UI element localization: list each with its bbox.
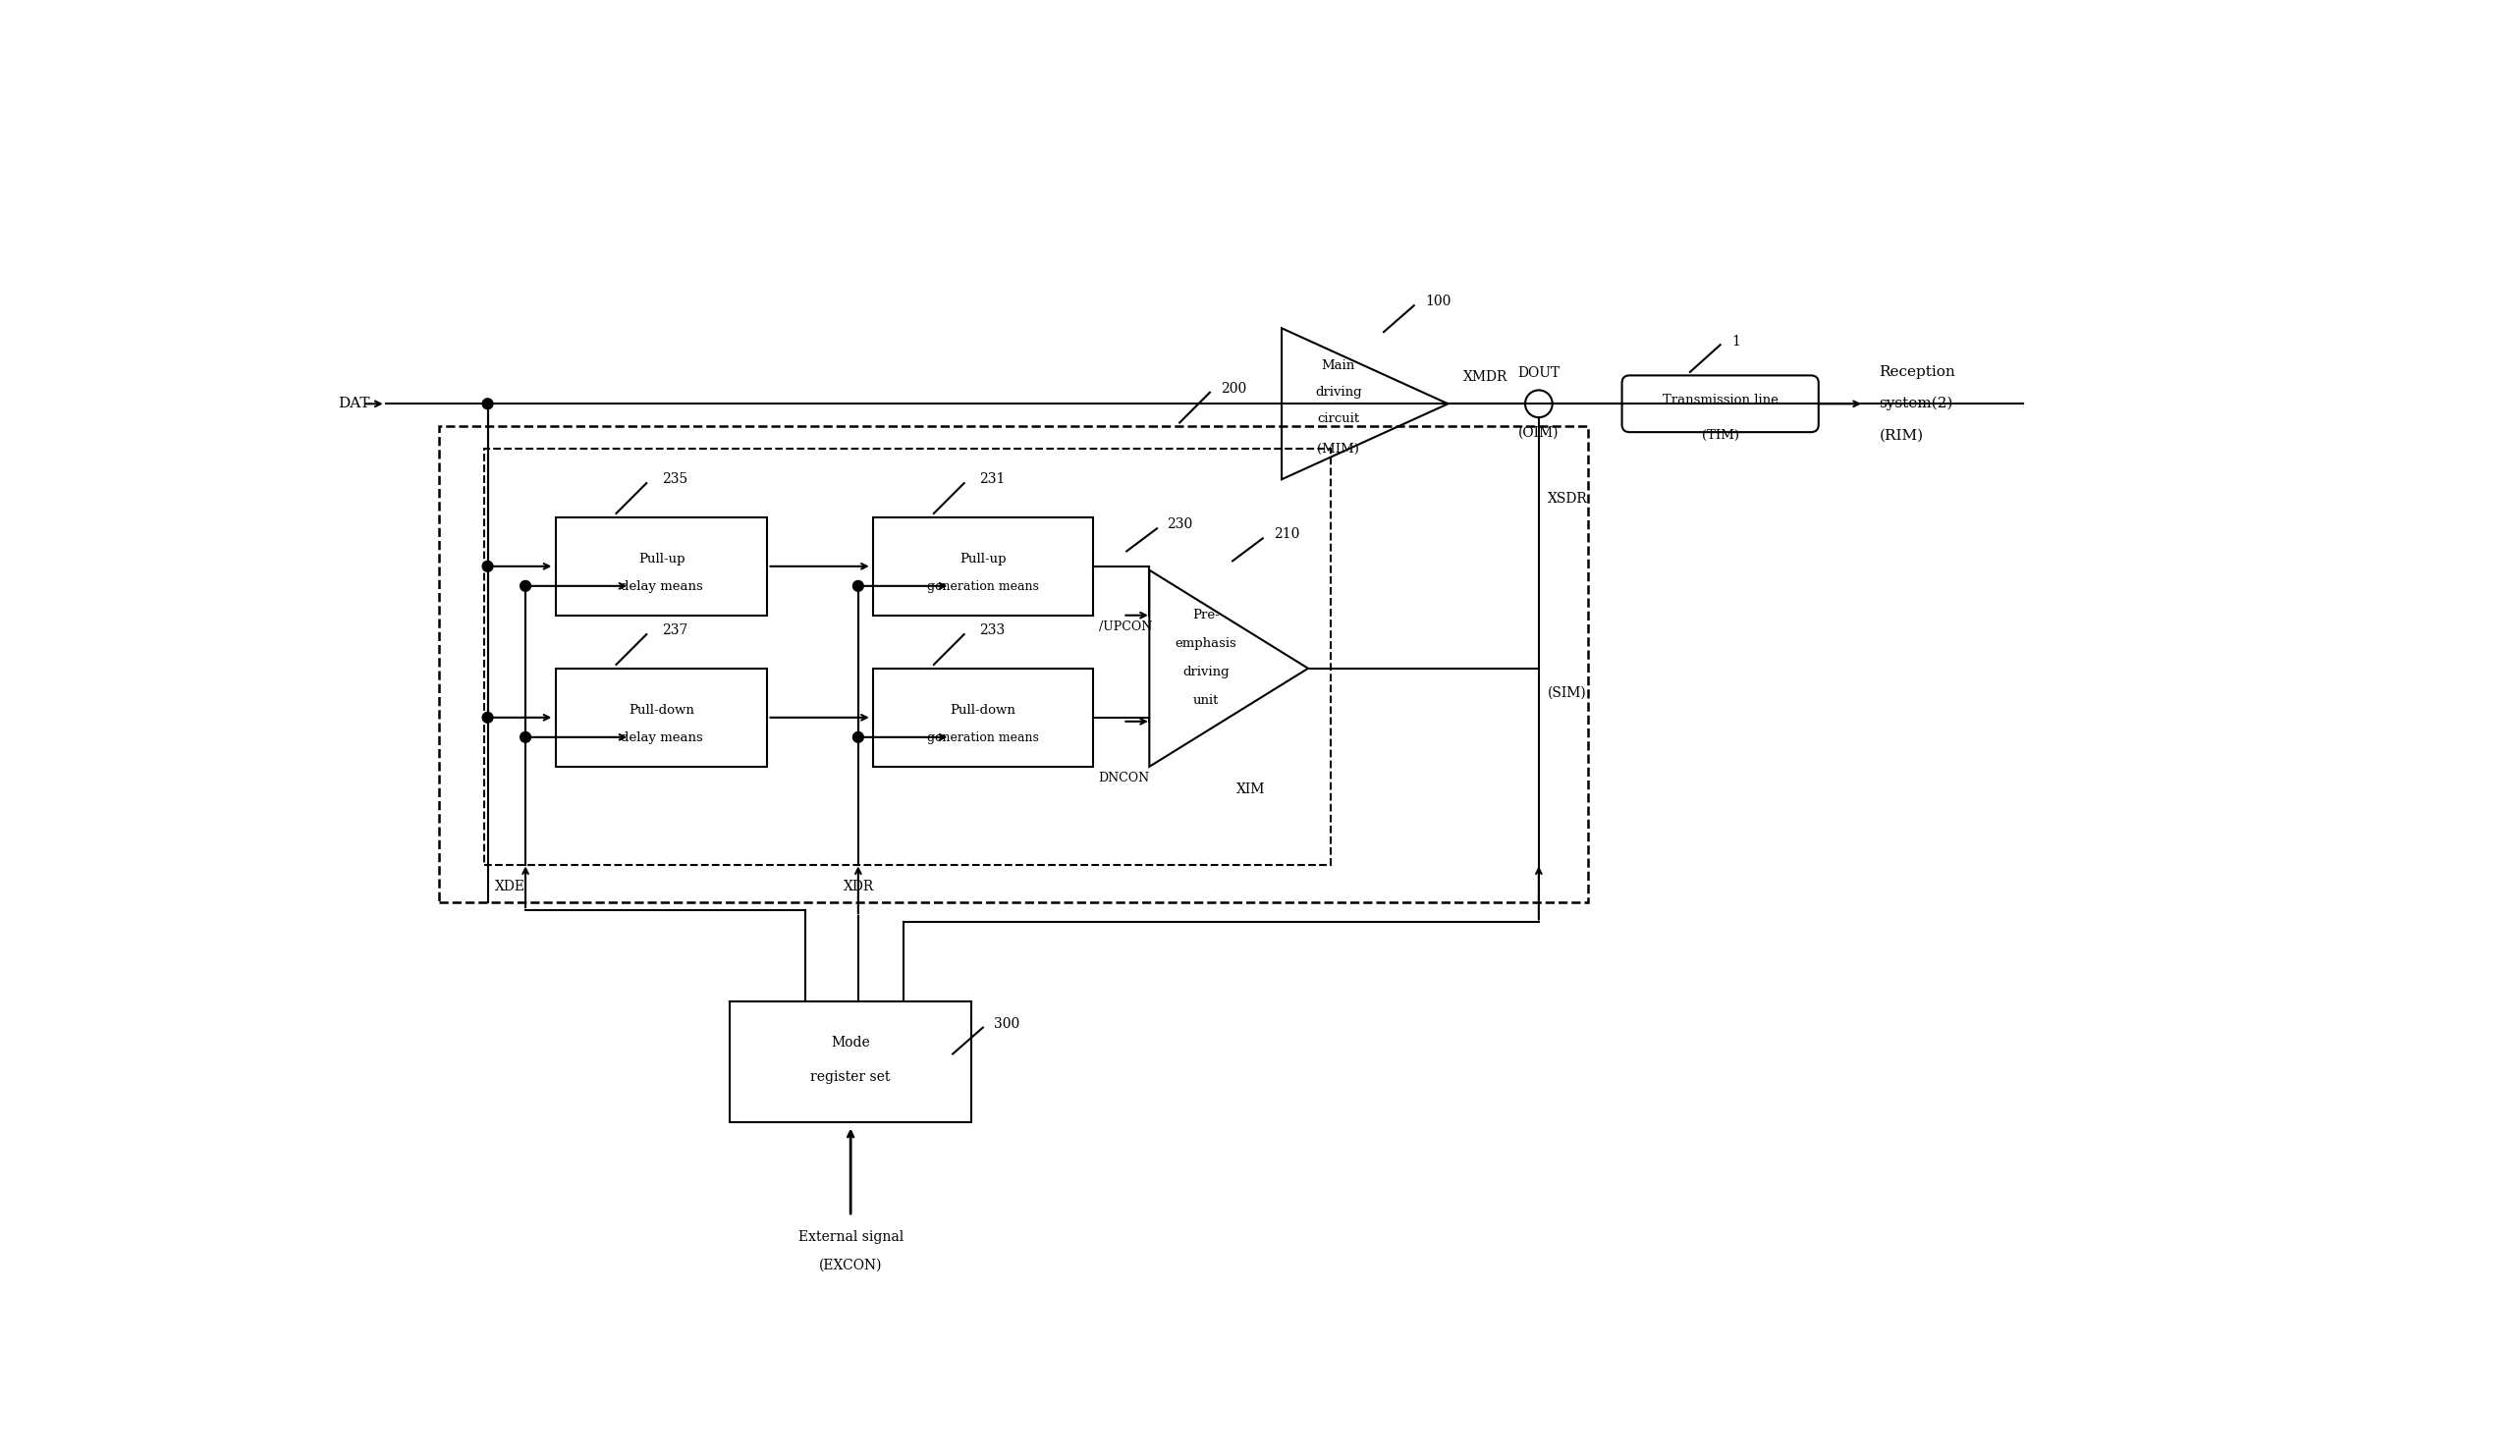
Text: DAT: DAT <box>338 397 370 411</box>
Text: XDR: XDR <box>844 879 874 893</box>
Text: 210: 210 <box>1275 527 1300 540</box>
Text: 100: 100 <box>1426 296 1452 309</box>
Text: DNCON: DNCON <box>1099 772 1149 785</box>
Text: register set: register set <box>811 1070 890 1083</box>
Text: unit: unit <box>1192 693 1220 706</box>
Bar <box>731 1002 973 1123</box>
Text: DOUT: DOUT <box>1517 367 1560 380</box>
Bar <box>438 427 1588 903</box>
Text: Reception: Reception <box>1880 365 1956 379</box>
Circle shape <box>519 581 532 591</box>
Text: (SIM): (SIM) <box>1547 686 1588 699</box>
Text: 235: 235 <box>663 473 688 486</box>
Text: (TIM): (TIM) <box>1701 430 1739 443</box>
Text: XMDR: XMDR <box>1464 370 1507 384</box>
Text: 300: 300 <box>995 1016 1021 1031</box>
Circle shape <box>852 732 864 743</box>
Bar <box>874 517 1094 616</box>
Text: delay means: delay means <box>620 581 703 593</box>
Text: driving: driving <box>1182 665 1230 678</box>
Text: Pre-: Pre- <box>1192 609 1220 622</box>
Text: (OIM): (OIM) <box>1520 425 1560 440</box>
Text: (RIM): (RIM) <box>1880 428 1923 443</box>
Text: 1: 1 <box>1731 335 1741 348</box>
Bar <box>484 448 1331 865</box>
Text: (MIM): (MIM) <box>1318 443 1358 456</box>
Circle shape <box>852 581 864 591</box>
Bar <box>557 668 769 767</box>
Text: generation means: generation means <box>927 581 1038 593</box>
Text: /UPCON: /UPCON <box>1099 620 1152 633</box>
Circle shape <box>481 712 494 722</box>
Text: circuit: circuit <box>1318 412 1361 425</box>
Text: 237: 237 <box>663 623 688 638</box>
Text: Mode: Mode <box>832 1035 869 1050</box>
Text: (EXCON): (EXCON) <box>819 1259 882 1273</box>
Text: 233: 233 <box>980 623 1005 638</box>
Circle shape <box>481 399 494 409</box>
Text: emphasis: emphasis <box>1174 638 1237 649</box>
Bar <box>874 668 1094 767</box>
Circle shape <box>519 732 532 743</box>
Text: 200: 200 <box>1222 381 1247 396</box>
Text: Pull-down: Pull-down <box>950 703 1016 716</box>
Text: XIM: XIM <box>1237 782 1265 796</box>
Text: driving: driving <box>1315 386 1361 399</box>
Text: Pull-down: Pull-down <box>630 703 696 716</box>
Text: system(2): system(2) <box>1880 396 1953 411</box>
Text: External signal: External signal <box>799 1230 902 1243</box>
Text: Pull-up: Pull-up <box>638 552 685 565</box>
Text: Main: Main <box>1320 360 1356 373</box>
Circle shape <box>481 561 494 572</box>
Text: 230: 230 <box>1167 518 1192 531</box>
Text: XSDR: XSDR <box>1547 492 1588 505</box>
Text: XDE: XDE <box>496 879 527 893</box>
Text: Pull-up: Pull-up <box>960 552 1005 565</box>
Text: delay means: delay means <box>620 731 703 744</box>
Text: generation means: generation means <box>927 731 1038 744</box>
Text: Transmission line: Transmission line <box>1663 393 1779 406</box>
Bar <box>557 517 769 616</box>
Text: 231: 231 <box>980 473 1005 486</box>
